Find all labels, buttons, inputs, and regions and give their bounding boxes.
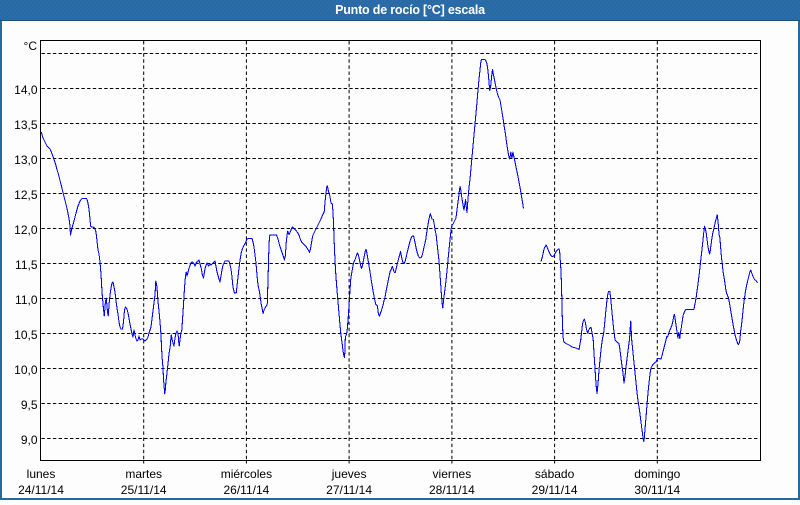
svg-text:27/11/14: 27/11/14 xyxy=(326,483,372,497)
svg-text:13,0: 13,0 xyxy=(14,153,38,167)
svg-text:miércoles: miércoles xyxy=(221,467,272,481)
svg-text:13,5: 13,5 xyxy=(14,118,38,132)
svg-text:9,0: 9,0 xyxy=(21,433,38,447)
svg-text:martes: martes xyxy=(125,467,162,481)
svg-text:10,0: 10,0 xyxy=(14,363,38,377)
svg-text:28/11/14: 28/11/14 xyxy=(429,483,475,497)
svg-text:24/11/14: 24/11/14 xyxy=(18,483,64,497)
svg-text:25/11/14: 25/11/14 xyxy=(121,483,167,497)
svg-text:12,0: 12,0 xyxy=(14,223,38,237)
svg-text:sábado: sábado xyxy=(535,467,575,481)
svg-text:12,5: 12,5 xyxy=(14,188,38,202)
svg-text:29/11/14: 29/11/14 xyxy=(532,483,578,497)
svg-text:26/11/14: 26/11/14 xyxy=(223,483,269,497)
svg-text:30/11/14: 30/11/14 xyxy=(634,483,680,497)
svg-text:domingo: domingo xyxy=(634,467,680,481)
svg-text:°C: °C xyxy=(24,39,38,53)
svg-text:11,0: 11,0 xyxy=(15,293,38,307)
svg-text:viernes: viernes xyxy=(433,467,472,481)
svg-text:14,0: 14,0 xyxy=(14,83,38,97)
svg-text:10,5: 10,5 xyxy=(14,328,38,342)
svg-text:11,5: 11,5 xyxy=(15,258,38,272)
svg-text:jueves: jueves xyxy=(331,467,367,481)
svg-text:9,5: 9,5 xyxy=(21,398,38,412)
svg-text:lunes: lunes xyxy=(27,467,56,481)
